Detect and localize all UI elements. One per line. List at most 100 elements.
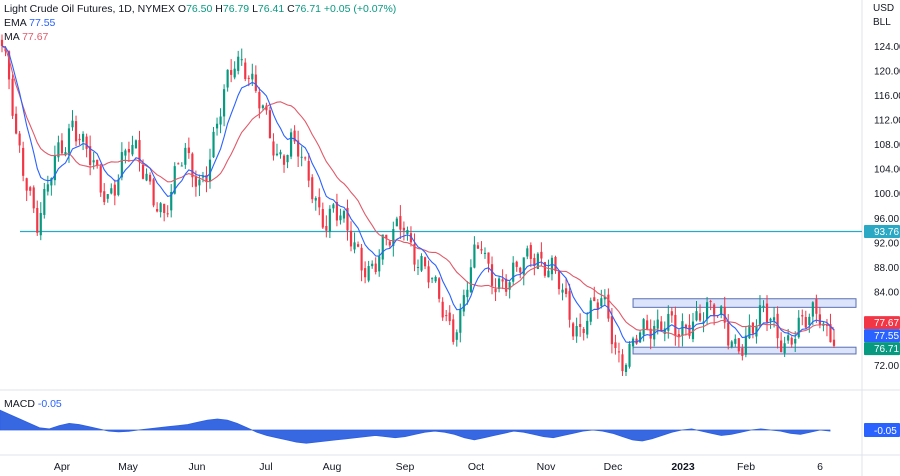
candle-body — [575, 326, 578, 337]
candle-body — [163, 203, 166, 213]
candle-body — [89, 146, 92, 166]
candle-body — [113, 184, 116, 196]
price-units: USD BLL — [873, 2, 894, 30]
candle-body — [187, 147, 190, 154]
candle-body — [201, 176, 205, 178]
candle-body — [124, 150, 127, 156]
candle-body — [561, 289, 564, 293]
candle-body — [557, 271, 561, 290]
candle-body — [723, 306, 726, 323]
x-tick-label: Apr — [54, 461, 71, 473]
candle-body — [279, 152, 282, 155]
price-label-box — [864, 342, 900, 356]
candle-body — [505, 278, 508, 292]
candle-body — [512, 262, 515, 282]
x-tick-label: Feb — [737, 461, 755, 473]
candle-body — [7, 51, 11, 80]
candle-body — [483, 252, 487, 254]
candle-body — [769, 318, 772, 321]
candle-body — [794, 339, 797, 344]
candle-body — [244, 62, 247, 80]
candle-body — [734, 338, 737, 344]
candle-body — [71, 120, 74, 128]
candle-body — [180, 165, 183, 167]
candle-body — [314, 198, 317, 201]
candle-body — [564, 288, 568, 294]
candle-body — [667, 313, 670, 331]
candle-body — [265, 105, 268, 111]
candle-body — [720, 306, 723, 315]
candle-body — [656, 319, 659, 329]
candle-body — [219, 116, 222, 125]
candle-body — [681, 321, 684, 336]
candle-body — [487, 252, 490, 264]
candle-body — [448, 312, 451, 322]
candle-body — [145, 173, 148, 181]
y-tick-label: 116.00 — [874, 91, 900, 102]
candle-body — [36, 207, 39, 233]
y-tick-label: 124.00 — [874, 42, 900, 53]
candle-body — [60, 140, 64, 154]
macd-label: MACD — [4, 398, 35, 410]
candle-body — [434, 276, 437, 282]
candle-body — [166, 213, 169, 215]
candle-body — [808, 316, 811, 326]
candle-body — [237, 56, 240, 71]
candle-body — [642, 319, 645, 335]
candle-body — [801, 315, 804, 317]
candle-body — [304, 157, 307, 159]
candle-body — [92, 160, 95, 163]
candle-body — [741, 348, 744, 356]
price-label-box — [864, 329, 900, 343]
candle-body — [709, 300, 712, 303]
macd-axis-label: -0.05 — [874, 426, 897, 437]
candle-body — [22, 147, 25, 176]
candle-body — [540, 251, 543, 259]
candle-body — [50, 178, 53, 186]
candle-body — [603, 296, 606, 300]
x-tick-label: 6 — [817, 461, 823, 473]
candle-body — [325, 225, 328, 231]
candle-body — [790, 337, 793, 345]
price-label-text: 76.71 — [874, 344, 899, 355]
y-tick-label: 104.00 — [874, 165, 900, 176]
candle-body — [547, 270, 550, 278]
candle-body — [18, 133, 21, 146]
candle-body — [11, 78, 14, 116]
ma-line — [1, 45, 835, 338]
candle-body — [117, 179, 120, 195]
open-label: O — [177, 3, 187, 15]
candle-body — [346, 207, 349, 231]
candle-body — [772, 317, 776, 321]
candle-body — [536, 253, 539, 269]
candle-body — [364, 268, 367, 278]
candle-body — [402, 227, 405, 231]
candle-body — [501, 279, 504, 282]
candle-body — [374, 263, 377, 273]
macd-area — [0, 409, 831, 444]
candle-body — [198, 179, 201, 186]
y-tick-label: 96.00 — [874, 214, 899, 225]
candle-body — [184, 147, 187, 165]
candle-body — [32, 187, 35, 209]
candle-body — [223, 89, 226, 117]
candle-body — [815, 299, 818, 314]
ma-value: 77.67 — [22, 31, 49, 43]
symbol-title: Light Crude Oil Futures, 1D, NYMEX — [4, 3, 175, 15]
candle-body — [261, 105, 264, 108]
candle-body — [617, 351, 621, 353]
candle-body — [631, 338, 635, 347]
candle-body — [582, 328, 585, 334]
candle-body — [610, 316, 613, 345]
change-value: +0.05 (+0.07%) — [323, 3, 397, 15]
candle-body — [15, 113, 18, 134]
x-tick-label: Nov — [537, 461, 556, 473]
candle-body — [311, 177, 314, 200]
candle-body — [254, 74, 257, 91]
candle-body — [705, 302, 709, 320]
candle-body — [811, 302, 814, 317]
macd-value-box — [864, 423, 900, 437]
candle-body — [490, 264, 494, 286]
candle-body — [568, 291, 571, 320]
